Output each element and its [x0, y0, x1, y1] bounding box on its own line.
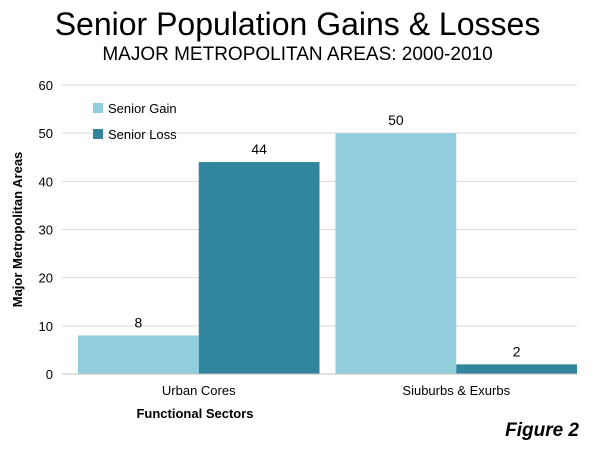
- bars: [78, 133, 577, 374]
- bar-senior-gain: [78, 335, 199, 374]
- legend-swatch: [93, 129, 103, 139]
- y-tick-label: 30: [39, 223, 53, 238]
- y-tick-label: 20: [39, 271, 53, 286]
- legend-swatch: [93, 103, 103, 113]
- y-tick-label: 60: [39, 78, 53, 93]
- chart-subtitle: MAJOR METROPOLITAN AREAS: 2000-2010: [102, 44, 493, 65]
- legend-label: Senior Gain: [108, 101, 177, 116]
- chart-title: Senior Population Gains & Losses: [54, 6, 541, 42]
- data-labels: 8 44 50 2: [134, 112, 520, 359]
- y-tick-label: 10: [39, 319, 53, 334]
- y-tick-label: 40: [39, 174, 53, 189]
- data-label: 50: [388, 112, 404, 128]
- legend: Senior Gain Senior Loss: [93, 101, 177, 142]
- bar-senior-loss: [456, 364, 577, 374]
- x-axis-title: Functional Sectors: [136, 406, 253, 421]
- y-axis-ticks: 0 10 20 30 40 50 60: [39, 78, 53, 382]
- figure-label: Figure 2: [505, 420, 579, 441]
- data-label: 8: [134, 314, 142, 330]
- bar-senior-loss: [198, 162, 320, 374]
- legend-label: Senior Loss: [108, 127, 177, 142]
- category-labels: Urban Cores Siuburbs & Exurbs: [162, 383, 511, 398]
- category-label: Urban Cores: [162, 383, 236, 398]
- data-label: 44: [251, 141, 267, 157]
- data-label: 2: [513, 343, 521, 359]
- y-axis-title: Major Metropolitan Areas: [10, 152, 25, 308]
- category-label: Siuburbs & Exurbs: [402, 383, 510, 398]
- y-tick-label: 0: [46, 367, 53, 382]
- y-tick-label: 50: [39, 126, 53, 141]
- bar-senior-gain: [335, 133, 457, 374]
